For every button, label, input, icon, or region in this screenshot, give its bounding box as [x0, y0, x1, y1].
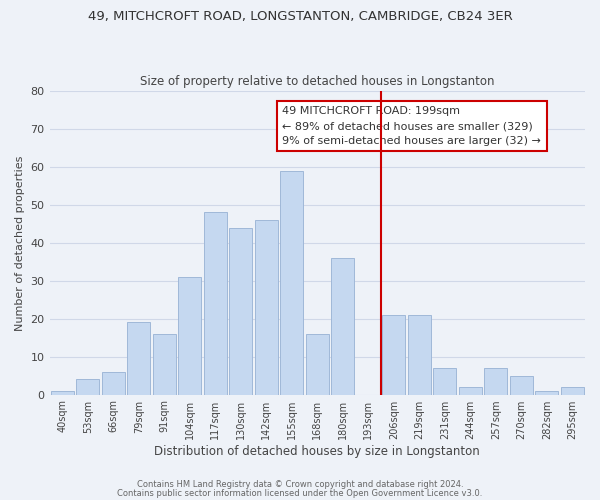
- Bar: [280, 170, 303, 394]
- Bar: [561, 387, 584, 394]
- Text: 49, MITCHCROFT ROAD, LONGSTANTON, CAMBRIDGE, CB24 3ER: 49, MITCHCROFT ROAD, LONGSTANTON, CAMBRI…: [88, 10, 512, 23]
- Bar: [178, 277, 201, 394]
- Bar: [255, 220, 278, 394]
- Bar: [153, 334, 176, 394]
- Bar: [102, 372, 125, 394]
- Y-axis label: Number of detached properties: Number of detached properties: [15, 155, 25, 330]
- Bar: [51, 391, 74, 394]
- X-axis label: Distribution of detached houses by size in Longstanton: Distribution of detached houses by size …: [154, 444, 480, 458]
- Bar: [408, 315, 431, 394]
- Bar: [306, 334, 329, 394]
- Bar: [535, 391, 558, 394]
- Bar: [382, 315, 405, 394]
- Bar: [127, 322, 150, 394]
- Bar: [510, 376, 533, 394]
- Text: Contains public sector information licensed under the Open Government Licence v3: Contains public sector information licen…: [118, 488, 482, 498]
- Bar: [76, 380, 99, 394]
- Text: Contains HM Land Registry data © Crown copyright and database right 2024.: Contains HM Land Registry data © Crown c…: [137, 480, 463, 489]
- Bar: [229, 228, 252, 394]
- Text: 49 MITCHCROFT ROAD: 199sqm
← 89% of detached houses are smaller (329)
9% of semi: 49 MITCHCROFT ROAD: 199sqm ← 89% of deta…: [283, 106, 541, 146]
- Title: Size of property relative to detached houses in Longstanton: Size of property relative to detached ho…: [140, 76, 494, 88]
- Bar: [433, 368, 456, 394]
- Bar: [331, 258, 354, 394]
- Bar: [459, 387, 482, 394]
- Bar: [204, 212, 227, 394]
- Bar: [484, 368, 507, 394]
